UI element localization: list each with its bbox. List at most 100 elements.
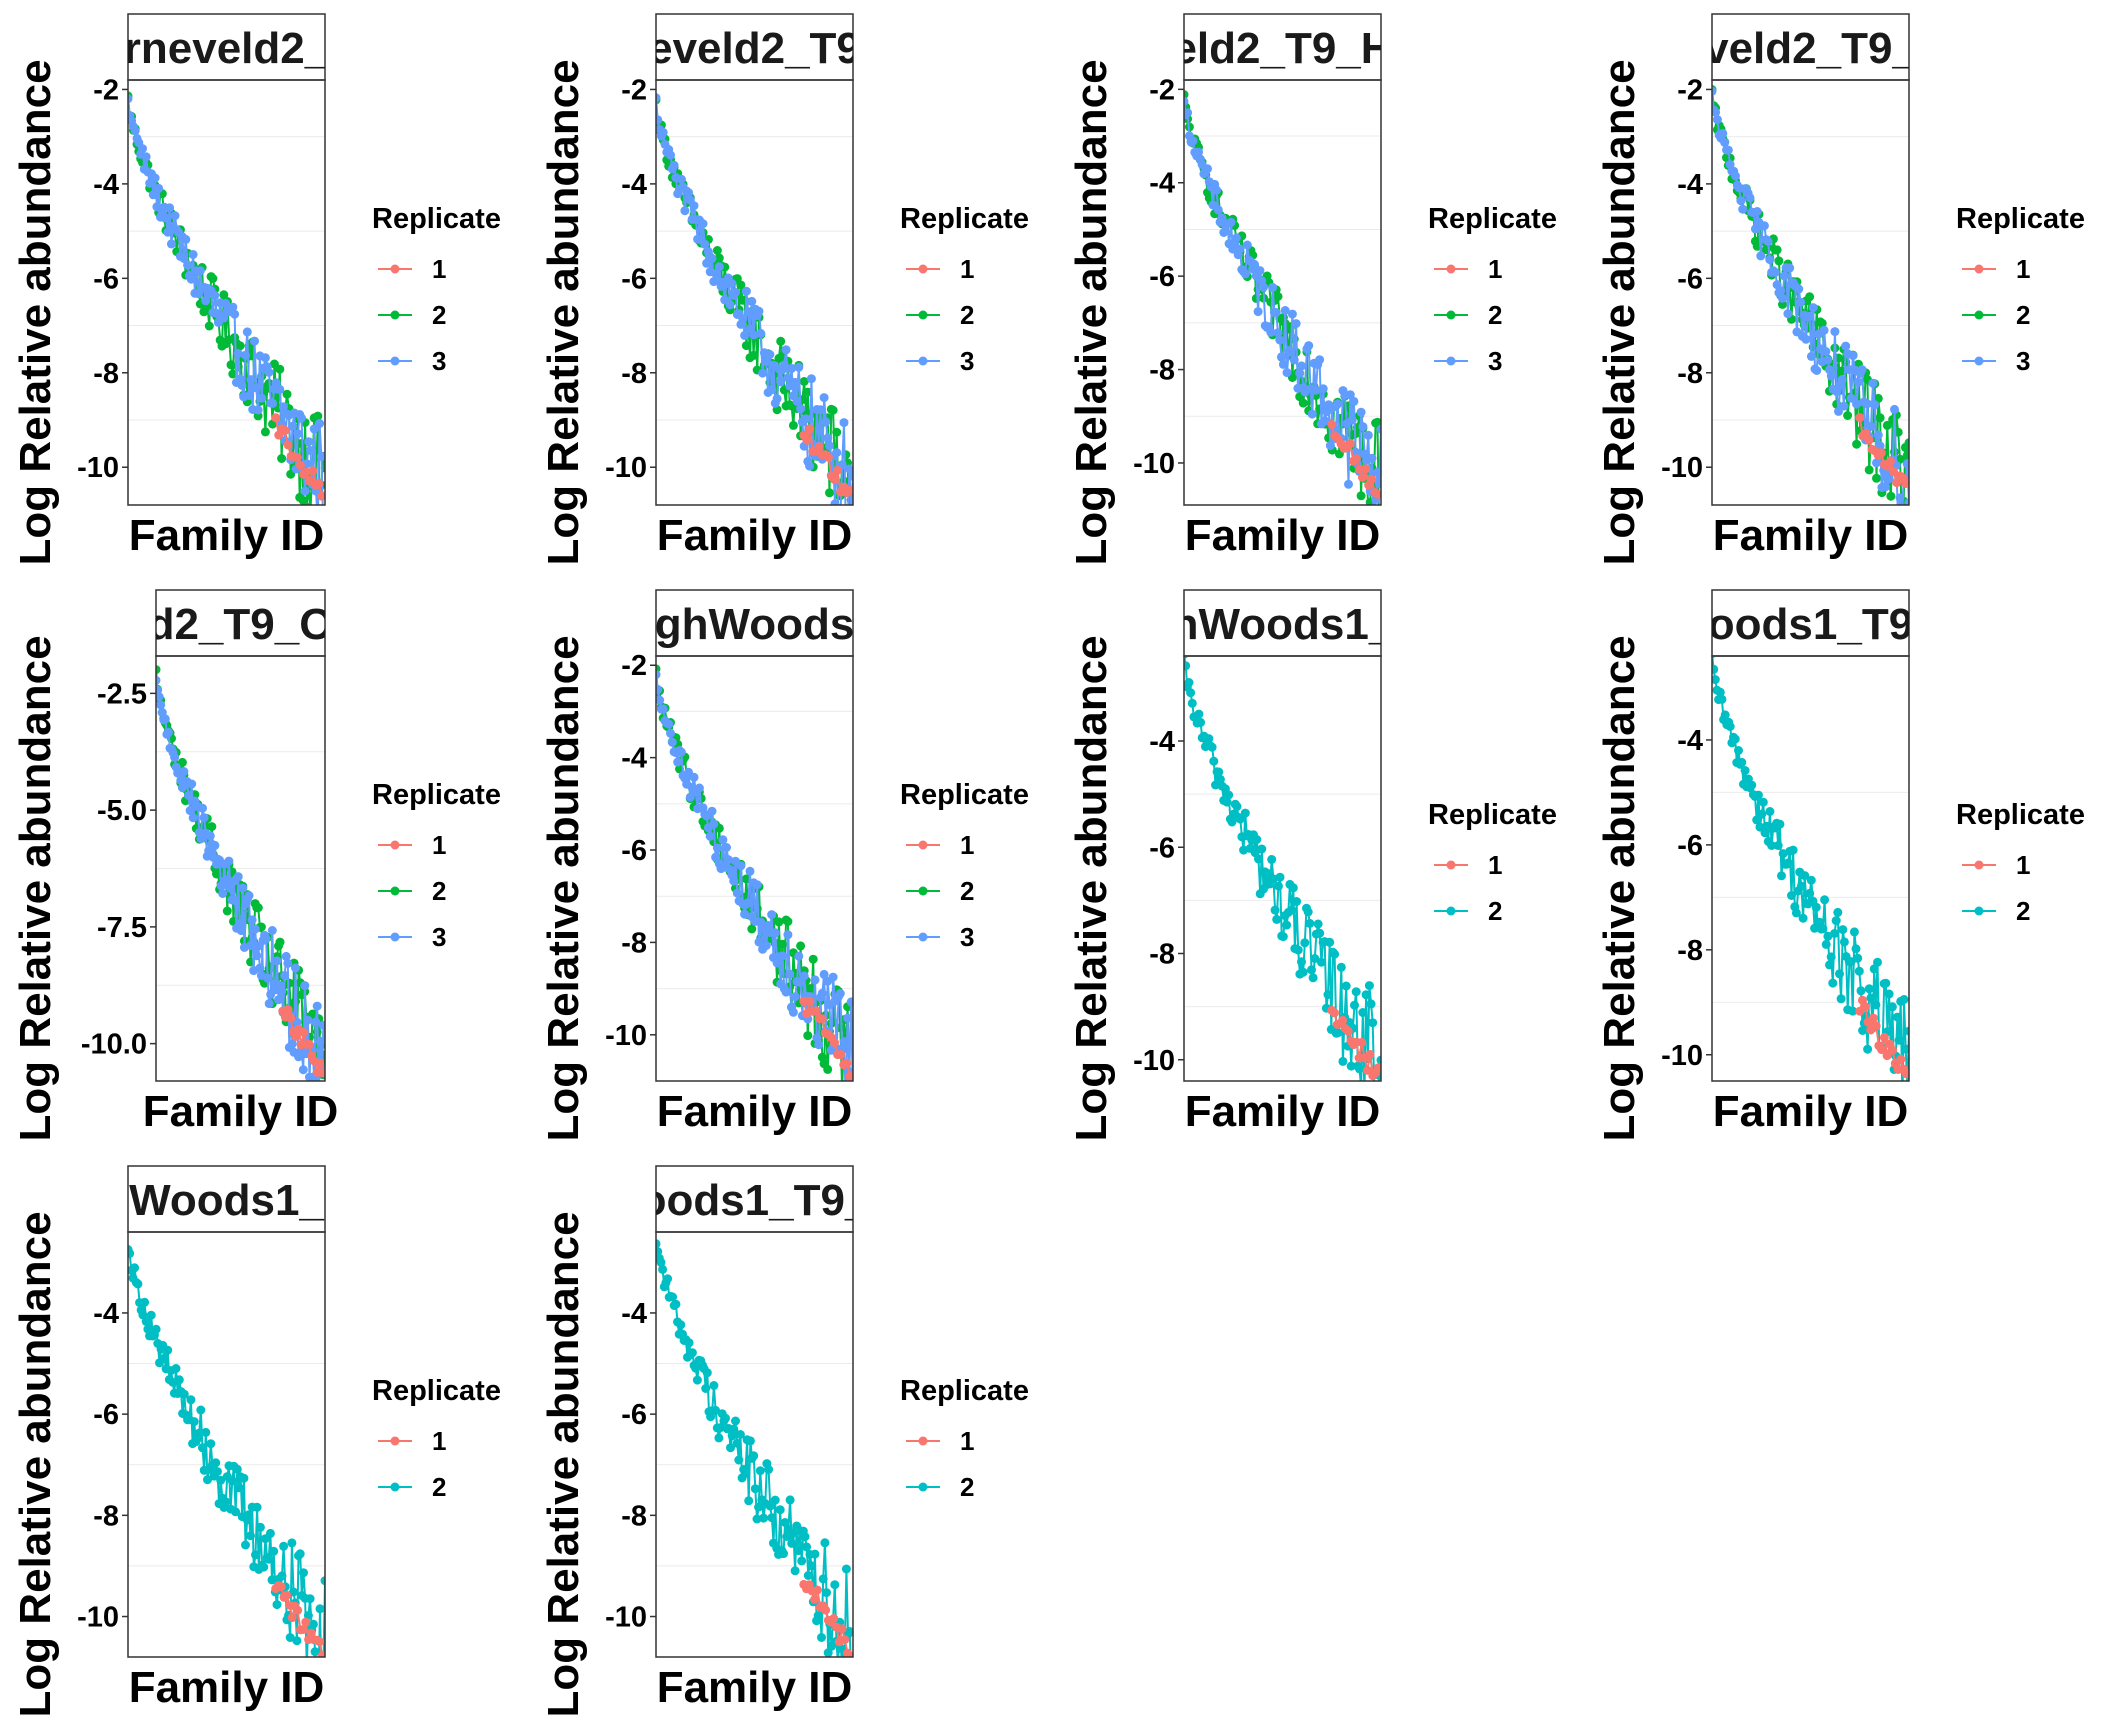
data-point	[205, 831, 215, 841]
data-point	[255, 1522, 265, 1532]
data-point	[1855, 413, 1865, 423]
data-point	[146, 1310, 156, 1320]
data-point	[1300, 938, 1310, 948]
data-point	[676, 1320, 686, 1330]
data-point	[1226, 217, 1236, 227]
legend-key-point	[390, 840, 400, 850]
data-point	[1224, 790, 1234, 800]
data-point	[1720, 138, 1730, 147]
data-point	[287, 1613, 297, 1623]
data-point	[1240, 808, 1250, 818]
legend-label: 3	[960, 346, 974, 376]
data-point	[1796, 881, 1806, 891]
strip-title: oods1_T9_	[640, 1176, 870, 1225]
data-point	[1252, 835, 1262, 844]
data-point	[1349, 396, 1359, 406]
data-point	[1295, 368, 1305, 378]
data-point	[1293, 945, 1303, 955]
data-point	[755, 1466, 765, 1476]
series-line	[128, 1249, 325, 1657]
data-point	[1267, 855, 1277, 864]
legend-key-point	[918, 1482, 928, 1492]
strip-title: d2_T9_O	[148, 600, 334, 649]
y-tick-label: -6	[621, 263, 647, 295]
data-point	[1358, 422, 1368, 432]
data-point	[1837, 375, 1847, 385]
data-point	[749, 350, 759, 360]
data-point	[807, 1561, 817, 1571]
data-point	[1291, 319, 1301, 329]
y-tick-label: -2	[1149, 74, 1175, 106]
data-point	[300, 486, 310, 496]
data-point	[836, 1050, 846, 1059]
data-point	[1853, 953, 1863, 963]
panel-border	[655, 79, 854, 506]
data-point	[283, 440, 293, 450]
data-point	[764, 1465, 774, 1474]
data-point	[1858, 1026, 1868, 1035]
x-axis-label: Family ID	[657, 1087, 853, 1136]
data-point	[264, 999, 274, 1009]
data-point	[156, 675, 161, 685]
data-point	[1184, 90, 1189, 100]
data-point	[1737, 757, 1747, 767]
data-point	[828, 972, 838, 982]
data-point	[1734, 746, 1743, 755]
data-point	[289, 1587, 298, 1597]
data-point	[707, 254, 717, 263]
data-point	[211, 1458, 221, 1468]
data-point	[235, 919, 245, 929]
data-point	[1242, 240, 1252, 250]
data-point	[1738, 204, 1748, 214]
data-point	[664, 719, 674, 729]
data-point	[803, 1571, 813, 1580]
y-tick-label: -6	[93, 1399, 119, 1431]
data-point	[212, 1467, 222, 1477]
data-point	[1304, 341, 1314, 351]
y-axis-label: Log Relative abundance	[1595, 635, 1644, 1141]
data-point	[714, 253, 724, 263]
legend-key-point	[918, 356, 928, 366]
data-point	[234, 1483, 244, 1493]
data-point	[1756, 251, 1766, 261]
data-point	[656, 670, 661, 680]
data-point	[287, 1538, 297, 1548]
data-point	[805, 424, 815, 434]
data-point	[1819, 325, 1829, 335]
data-point	[238, 883, 248, 893]
data-point	[819, 969, 829, 979]
data-point	[832, 448, 842, 458]
data-point	[656, 685, 663, 694]
strip-background	[655, 13, 854, 81]
strip-title: eveld2_T9	[648, 24, 861, 73]
data-point	[1273, 292, 1283, 301]
data-point	[1253, 307, 1263, 317]
data-point	[225, 883, 235, 893]
data-point	[735, 1430, 745, 1439]
data-point	[1325, 441, 1335, 451]
strip-title: oods1_T9	[1708, 600, 1913, 649]
data-point	[1839, 937, 1849, 947]
data-point	[667, 737, 677, 747]
data-point	[1875, 413, 1885, 423]
data-point	[204, 321, 214, 331]
data-layer	[156, 665, 325, 1081]
data-point	[1856, 986, 1866, 996]
data-point	[817, 1633, 826, 1642]
data-point	[1255, 266, 1265, 276]
y-tick-label: -2	[621, 74, 647, 106]
data-point	[1368, 1018, 1378, 1028]
data-point	[1213, 205, 1223, 215]
data-point	[315, 1604, 325, 1614]
data-point	[743, 898, 753, 908]
data-point	[1818, 924, 1828, 934]
data-point	[761, 357, 771, 366]
data-point	[1715, 687, 1725, 697]
data-point	[161, 213, 171, 223]
data-point	[1843, 411, 1853, 420]
data-point	[1894, 1035, 1904, 1045]
data-point	[812, 1585, 822, 1595]
data-point	[166, 239, 176, 249]
data-point	[1330, 949, 1340, 959]
data-point	[744, 1496, 754, 1506]
